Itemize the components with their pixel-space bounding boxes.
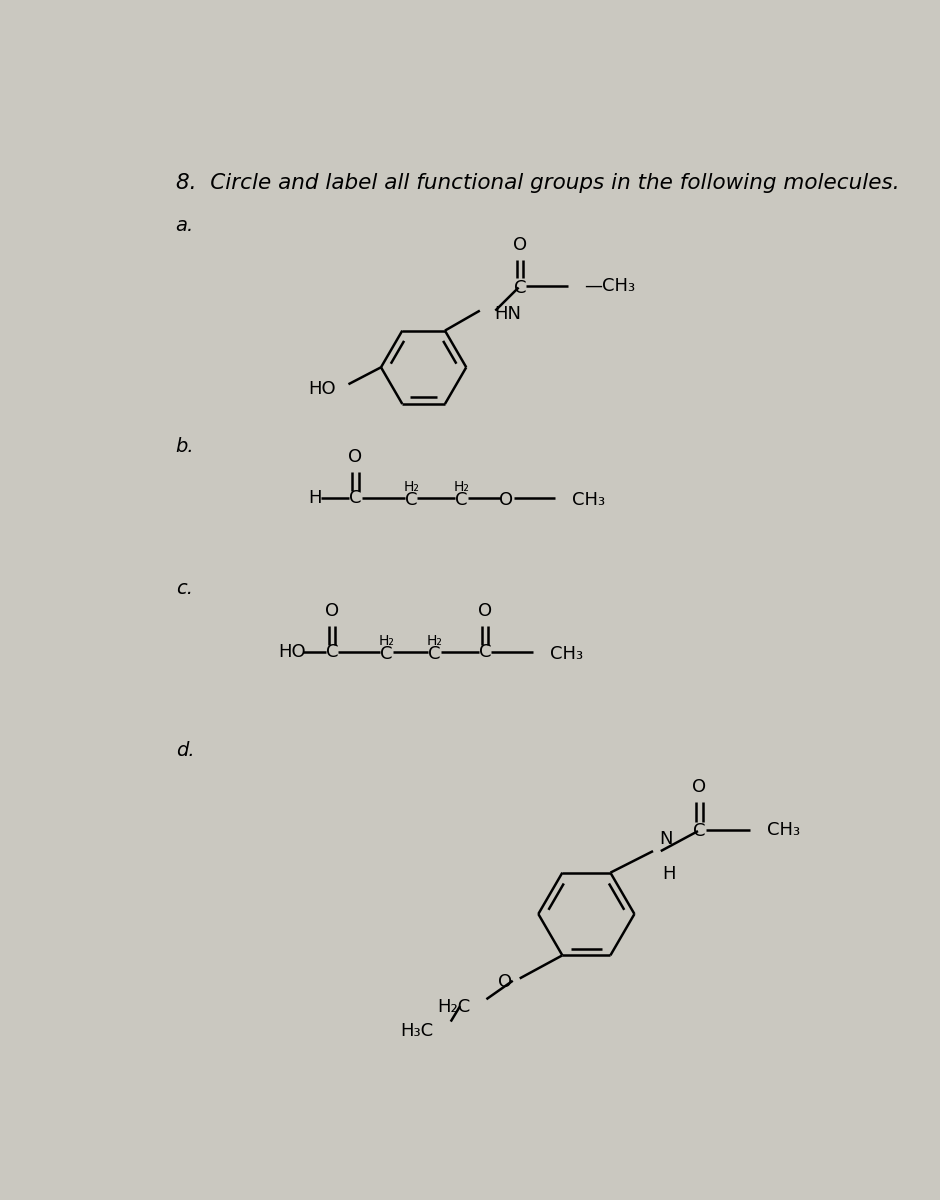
Text: c.: c.	[176, 580, 193, 598]
Text: O: O	[349, 449, 363, 467]
Text: C: C	[694, 822, 706, 840]
Text: b.: b.	[176, 437, 195, 456]
Text: H₂: H₂	[454, 480, 470, 493]
Text: O: O	[513, 236, 527, 254]
Text: H: H	[662, 865, 675, 883]
Text: H₂: H₂	[379, 634, 395, 648]
Text: C: C	[478, 643, 491, 661]
Text: HO: HO	[308, 380, 337, 398]
Text: CH₃: CH₃	[767, 821, 800, 839]
Text: C: C	[455, 491, 468, 509]
Text: O: O	[478, 602, 492, 620]
Text: C: C	[326, 643, 338, 661]
Text: C: C	[380, 644, 393, 662]
Text: O: O	[693, 778, 707, 796]
Text: CH₃: CH₃	[550, 644, 583, 662]
Text: C: C	[514, 278, 526, 296]
Text: CH₃: CH₃	[572, 491, 604, 509]
Text: O: O	[498, 973, 512, 991]
Text: H₂C: H₂C	[438, 998, 471, 1016]
Text: —CH₃: —CH₃	[584, 277, 634, 295]
Text: C: C	[429, 644, 441, 662]
Text: HO: HO	[278, 643, 306, 661]
Text: H₃C: H₃C	[400, 1022, 433, 1040]
Text: H₂: H₂	[427, 634, 443, 648]
Text: N: N	[659, 830, 673, 848]
Text: HN: HN	[494, 305, 521, 323]
Text: O: O	[499, 491, 513, 509]
Text: H₂: H₂	[403, 480, 419, 493]
Text: a.: a.	[176, 216, 194, 235]
Text: d.: d.	[176, 740, 195, 760]
Text: C: C	[405, 491, 417, 509]
Text: O: O	[325, 602, 339, 620]
Text: 8.  Circle and label all functional groups in the following molecules.: 8. Circle and label all functional group…	[176, 173, 900, 193]
Text: C: C	[349, 490, 362, 508]
Text: H: H	[308, 490, 321, 508]
